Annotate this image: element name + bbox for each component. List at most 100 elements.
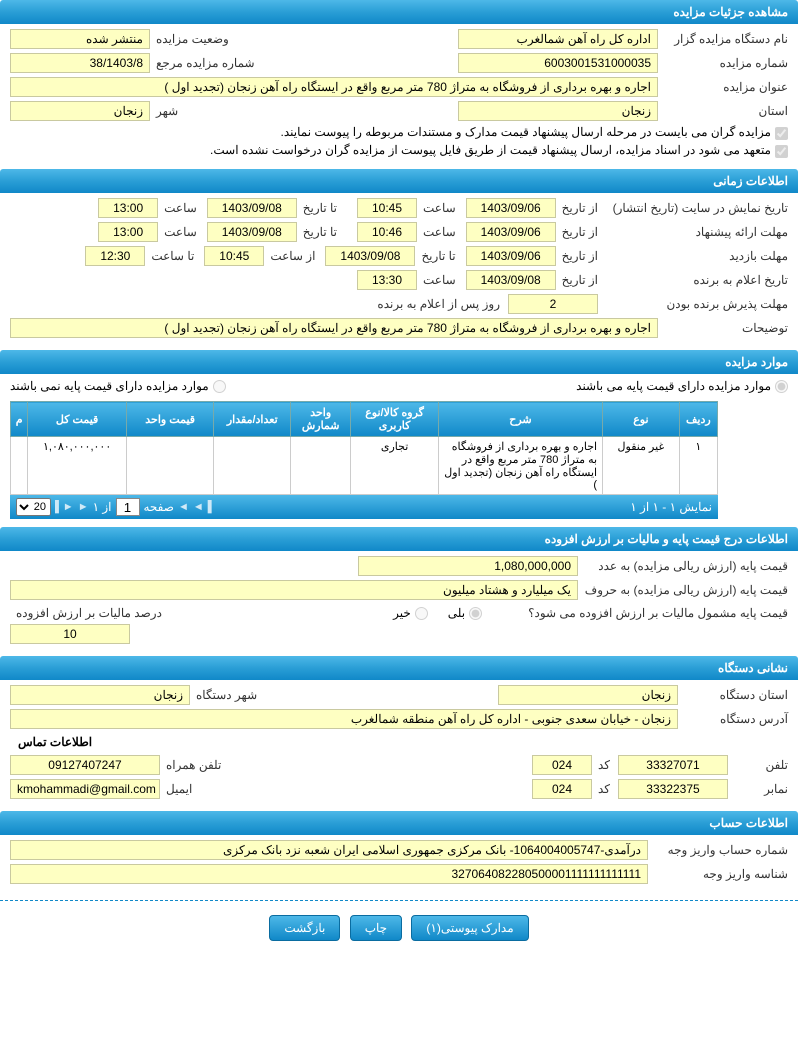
to-date-label-1: تا تاریخ xyxy=(297,201,337,215)
time-label-1: ساعت xyxy=(417,201,456,215)
vat-pct-label: درصد مالیات بر ارزش افزوده xyxy=(10,606,162,620)
price-words-value: یک میلیارد و هشتاد میلیون xyxy=(10,580,578,600)
button-bar: مدارک پیوستی(۱) چاپ بازگشت xyxy=(0,905,798,951)
org-label: نام دستگاه مزایده گزار xyxy=(658,32,788,46)
table-row[interactable]: ۱ غیر منقول اجاره و بهره برداری از فروشگ… xyxy=(11,437,718,495)
pager-last[interactable]: ►▌ xyxy=(55,501,74,513)
acct-id-value: 327064082280500001111111111111 xyxy=(10,864,648,884)
col-idx: ردیف xyxy=(679,402,717,437)
radio-has-price xyxy=(775,380,788,393)
announce-label: تاریخ اعلام به برنده xyxy=(598,273,788,287)
ref-no-label: شماره مزایده مرجع xyxy=(150,56,255,70)
address-header: نشانی دستگاه xyxy=(0,656,798,680)
auction-no-label: شماره مزایده xyxy=(658,56,788,70)
vat-no-label: خیر xyxy=(393,606,411,620)
address-body: استان دستگاه زنجان شهر دستگاه زنجان آدرس… xyxy=(0,680,798,811)
province-label: استان xyxy=(658,104,788,118)
acct-label: شماره حساب واریز وجه xyxy=(648,843,788,857)
vat-no-radio xyxy=(415,607,428,620)
cell-idx: ۱ xyxy=(679,437,717,495)
display-from-t: 10:45 xyxy=(357,198,417,218)
cell-unit xyxy=(291,437,351,495)
title-label: عنوان مزایده xyxy=(658,80,788,94)
to-time-label: تا ساعت xyxy=(145,249,194,263)
ref-no-value: 38/1403/8 xyxy=(10,53,150,73)
from-date-label-1: از تاریخ xyxy=(556,201,598,215)
email-value: kmohammadi@gmail.com xyxy=(10,779,160,799)
visit-label: مهلت بازدید xyxy=(598,249,788,263)
city-value: زنجان xyxy=(10,101,150,121)
vat-yes-radio xyxy=(469,607,482,620)
grid-footer: نمایش ۱ - ۱ از ۱ ▐◄ ◄ صفحه از ۱ ► ►▌ 20 xyxy=(10,495,718,519)
addr-city-value: زنجان xyxy=(10,685,190,705)
attachments-button[interactable]: مدارک پیوستی(۱) xyxy=(411,915,528,941)
radio-no-label: موارد مزایده دارای قیمت پایه نمی باشند xyxy=(10,379,209,393)
print-button[interactable]: چاپ xyxy=(350,915,402,941)
items-header: موارد مزایده xyxy=(0,350,798,374)
price-words-label: قیمت پایه (ارزش ریالی مزایده) به حروف xyxy=(578,583,788,597)
accept-value: 2 xyxy=(508,294,598,314)
offer-to-d: 1403/09/08 xyxy=(207,222,297,242)
title-value: اجاره و بهره برداری از فروشگاه به متراژ … xyxy=(10,77,658,97)
account-header: اطلاعات حساب xyxy=(0,811,798,835)
timing-body: تاریخ نمایش در سایت (تاریخ انتشار) از تا… xyxy=(0,193,798,350)
offer-label: مهلت ارائه پیشنهاد xyxy=(598,225,788,239)
pager-prev[interactable]: ◄ xyxy=(178,501,189,513)
details-body: نام دستگاه مزایده گزار اداره کل راه آهن … xyxy=(0,24,798,169)
note2-checkbox xyxy=(775,145,788,158)
vat-yes-label: بلی xyxy=(448,606,465,620)
to-date-label-3: تا تاریخ xyxy=(415,249,455,263)
acct-id-label: شناسه واریز وجه xyxy=(648,867,788,881)
code-value-1: 024 xyxy=(532,755,592,775)
addr-city-label: شهر دستگاه xyxy=(190,688,257,702)
grid-display-count: نمایش ۱ - ۱ از ۱ xyxy=(630,500,712,514)
col-qty: تعداد/مقدار xyxy=(214,402,291,437)
from-date-label-4: از تاریخ xyxy=(556,273,598,287)
display-label: تاریخ نمایش در سایت (تاریخ انتشار) xyxy=(598,201,788,215)
cell-total: ۱,۰۸۰,۰۰۰,۰۰۰ xyxy=(28,437,127,495)
code-label-2: کد xyxy=(592,782,610,796)
col-total: قیمت کل xyxy=(28,402,127,437)
acct-value: درآمدی-1064004005747- بانک مرکزی جمهوری … xyxy=(10,840,648,860)
note1-text: مزایده گران می بایست در مرحله ارسال پیشن… xyxy=(281,125,771,139)
offer-from-t: 10:46 xyxy=(357,222,417,242)
cell-unitprice xyxy=(126,437,214,495)
col-unitprice: قیمت واحد xyxy=(126,402,214,437)
visit-to-t: 12:30 xyxy=(85,246,145,266)
addr-value: زنجان - خیابان سعدی جنوبی - اداره کل راه… xyxy=(10,709,678,729)
pager-page-input[interactable] xyxy=(116,498,140,516)
time-label-3: ساعت xyxy=(417,225,456,239)
announce-d: 1403/09/08 xyxy=(466,270,556,290)
pager-size-select[interactable]: 20 xyxy=(16,498,51,516)
accept-suffix: روز پس از اعلام به برنده xyxy=(371,297,500,311)
mobile-label: تلفن همراه xyxy=(160,758,221,772)
pager-next[interactable]: ► xyxy=(78,501,89,513)
cell-group: تجاری xyxy=(351,437,439,495)
code-value-2: 024 xyxy=(532,779,592,799)
from-time-label: از ساعت xyxy=(264,249,315,263)
desc-value: اجاره و بهره برداری از فروشگاه به متراژ … xyxy=(10,318,658,338)
back-button[interactable]: بازگشت xyxy=(269,915,340,941)
visit-from-d: 1403/09/06 xyxy=(466,246,556,266)
phone-label: تلفن xyxy=(728,758,788,772)
grid-header-row: ردیف نوع شرح گروه کالا/نوع کاربری واحد ش… xyxy=(11,402,718,437)
details-header: مشاهده جزئیات مزایده xyxy=(0,0,798,24)
from-date-label-3: از تاریخ xyxy=(556,249,598,263)
addr-prov-value: زنجان xyxy=(498,685,678,705)
addr-label: آدرس دستگاه xyxy=(678,712,788,726)
visit-to-d: 1403/09/08 xyxy=(325,246,415,266)
phone-value: 33327071 xyxy=(618,755,728,775)
items-grid: ردیف نوع شرح گروه کالا/نوع کاربری واحد ش… xyxy=(10,401,718,495)
addr-prov-label: استان دستگاه xyxy=(678,688,788,702)
status-value: منتشر شده xyxy=(10,29,150,49)
note2-text: متعهد می شود در اسناد مزایده، ارسال پیشن… xyxy=(210,143,771,157)
display-to-d: 1403/09/08 xyxy=(207,198,297,218)
pager-first[interactable]: ▐◄ xyxy=(193,501,212,513)
price-body: قیمت پایه (ارزش ریالی مزایده) به عدد 1,0… xyxy=(0,551,798,656)
announce-t: 13:30 xyxy=(357,270,417,290)
radio-no-price xyxy=(213,380,226,393)
mobile-value: 09127407247 xyxy=(10,755,160,775)
fax-value: 33322375 xyxy=(618,779,728,799)
offer-to-t: 13:00 xyxy=(98,222,158,242)
province-value: زنجان xyxy=(458,101,658,121)
